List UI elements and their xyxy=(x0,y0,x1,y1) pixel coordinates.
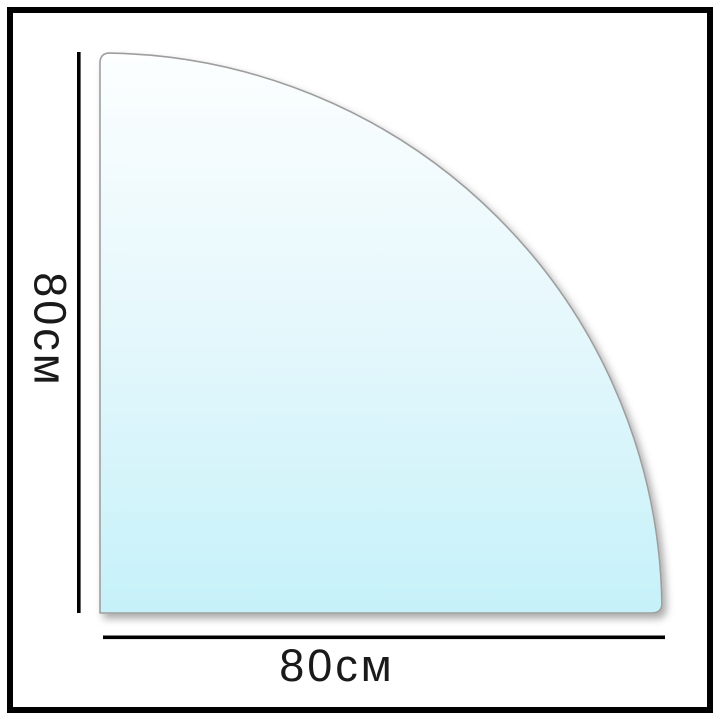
height-dimension-label: 80см xyxy=(25,272,76,388)
width-dimension-label: 80см xyxy=(279,640,395,691)
height-dimension-line xyxy=(77,52,81,613)
width-dimension-line xyxy=(103,635,665,640)
glass-panel-quarter-circle xyxy=(99,52,663,614)
